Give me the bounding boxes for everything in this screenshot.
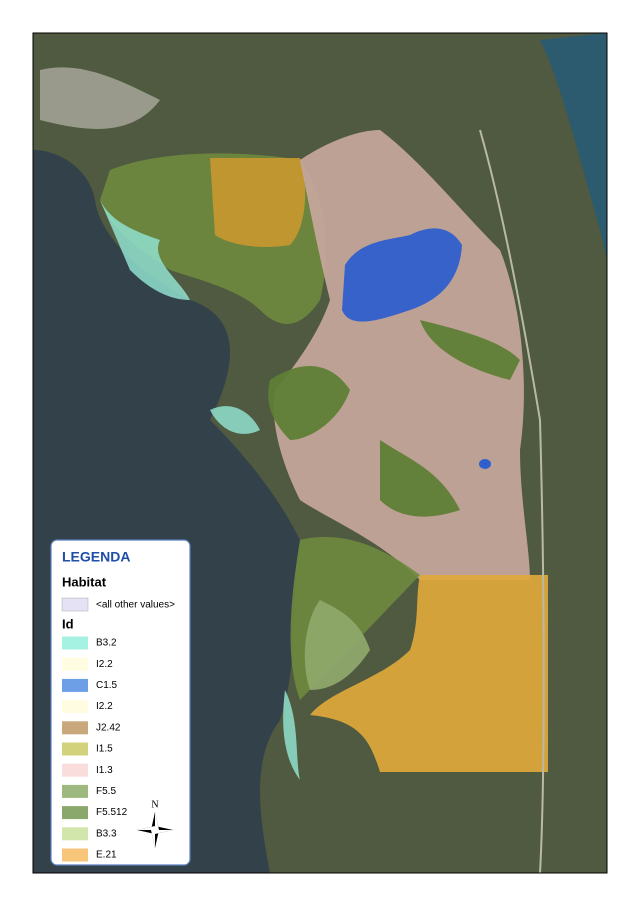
habitat-b33	[304, 600, 370, 690]
legend-label: F5.5	[96, 786, 116, 797]
legend-label: <all other values>	[96, 600, 175, 611]
habitat-e21-south	[310, 575, 548, 772]
legend-label: J2.42	[96, 722, 121, 733]
legend-swatch	[62, 742, 88, 756]
compass: N	[137, 799, 173, 848]
habitat-i13	[273, 130, 530, 580]
legend-box	[50, 539, 191, 866]
bay	[540, 33, 607, 260]
legend-label: B3.2	[96, 638, 117, 649]
legend-swatch	[62, 784, 88, 798]
legend-field-title: Id	[62, 616, 74, 631]
legend-swatch	[62, 806, 88, 820]
habitat-e21	[210, 158, 306, 247]
legend-label: F5.512	[96, 807, 128, 818]
habitat-c15-pond	[479, 459, 491, 469]
legend-group-title: Habitat	[62, 574, 107, 589]
legend: LEGENDA Habitat <all other values> Id B3…	[50, 539, 191, 866]
legend-label: I1.5	[96, 744, 113, 755]
legend-swatch	[62, 678, 88, 692]
legend-swatch	[62, 848, 88, 862]
legend-label: I2.2	[96, 701, 113, 712]
compass-label: N	[151, 799, 158, 810]
habitat-f55	[268, 320, 520, 517]
road	[479, 129, 545, 874]
legend-swatch	[62, 721, 88, 735]
legend-swatch	[62, 636, 88, 650]
legend-swatch	[62, 827, 88, 841]
legend-swatch	[61, 597, 89, 612]
town	[40, 67, 160, 129]
frame-border	[32, 32, 608, 874]
habitat-c15	[342, 228, 462, 322]
legend-label: B3.3	[96, 828, 117, 839]
legend-swatch	[62, 700, 88, 714]
legend-label: C1.5	[96, 680, 118, 691]
legend-label: I1.3	[96, 765, 113, 776]
map-frame	[32, 32, 608, 874]
compass-highlight	[137, 812, 173, 848]
legend-swatch	[62, 763, 88, 777]
legend-swatch	[62, 657, 88, 671]
legend-label: I2.2	[96, 659, 113, 670]
legend-label: E.21	[96, 850, 117, 861]
legend-title: LEGENDA	[62, 549, 130, 565]
